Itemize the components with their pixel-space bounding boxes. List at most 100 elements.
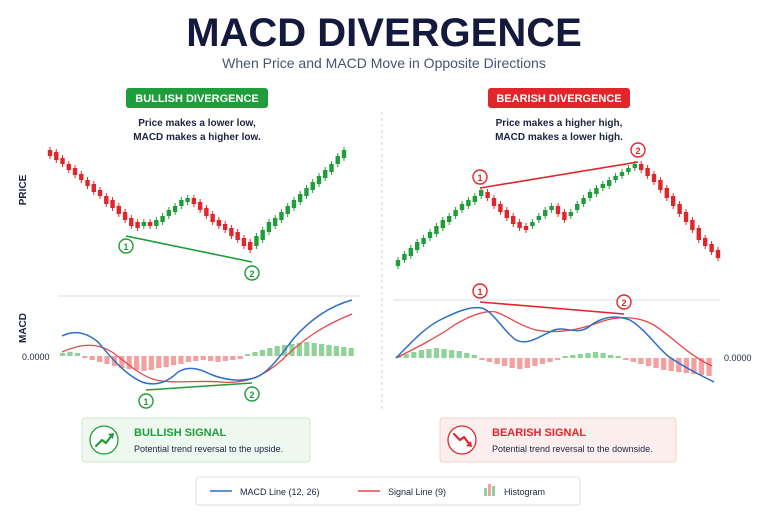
bullish-signal-text: Potential trend reversal to the upside. — [134, 444, 283, 454]
legend-histogram-label: Histogram — [504, 487, 545, 497]
bearish-histogram-bar — [532, 358, 538, 366]
svg-text:1: 1 — [143, 397, 148, 407]
bullish-histogram-bar — [193, 356, 199, 361]
bearish-candle — [517, 222, 522, 228]
bearish-histogram-bar — [411, 352, 417, 358]
bearish-histogram — [396, 348, 712, 376]
bullish-candle — [54, 152, 59, 160]
bullish-candle — [85, 180, 90, 186]
bearish-macd-divergence-line — [479, 301, 625, 315]
bullish-histogram-bar — [341, 347, 347, 356]
bearish-candle — [607, 180, 612, 186]
bearish-candle — [568, 212, 573, 216]
bullish-macd-marker-1: 1 — [138, 393, 154, 409]
bearish-candle — [632, 164, 637, 168]
bearish-candle — [677, 204, 682, 214]
bullish-candle — [279, 212, 284, 220]
bullish-price-marker-2: 2 — [244, 265, 260, 281]
bearish-candle — [434, 226, 439, 234]
bearish-candle — [613, 176, 618, 180]
bullish-candle — [229, 228, 234, 236]
bearish-candle — [440, 220, 445, 228]
bullish-histogram-bar — [215, 356, 221, 362]
bullish-candle — [166, 210, 172, 216]
bearish-macd-marker-2: 2 — [616, 294, 632, 310]
bullish-candle — [160, 216, 165, 222]
bearish-candle — [587, 192, 593, 198]
bearish-signal-line — [395, 310, 713, 367]
bullish-histogram-bar — [171, 356, 177, 365]
bearish-histogram-bar — [615, 356, 621, 358]
page-subtitle: When Price and MACD Move in Opposite Dir… — [222, 55, 546, 71]
bearish-candle — [639, 164, 644, 170]
bearish-candle — [626, 168, 631, 172]
bearish-price-candles — [395, 161, 721, 269]
bearish-histogram-bar — [638, 358, 644, 364]
bullish-histogram-bar — [304, 342, 310, 356]
bullish-candle — [72, 168, 78, 175]
bullish-histogram-bar — [274, 346, 280, 356]
bullish-candle — [197, 202, 203, 210]
bullish-macd-divergence-line — [145, 382, 253, 391]
bullish-histogram-bar — [104, 356, 110, 364]
bullish-candle — [272, 218, 278, 226]
bullish-candle — [116, 206, 122, 214]
bearish-candle — [619, 172, 625, 176]
bearish-histogram-bar — [471, 355, 478, 358]
bearish-candle — [543, 210, 548, 216]
bullish-signal-title: BULLISH SIGNAL — [134, 427, 227, 439]
bullish-histogram-bar — [178, 356, 184, 364]
svg-text:2: 2 — [635, 146, 640, 156]
svg-text:2: 2 — [249, 269, 254, 279]
bearish-candle — [402, 254, 407, 260]
bearish-candle — [562, 212, 567, 220]
bearish-candle — [709, 244, 714, 252]
bullish-histogram — [60, 342, 354, 371]
bullish-histogram-bar — [89, 356, 95, 360]
bearish-candle — [523, 226, 529, 230]
bullish-macd-line — [61, 299, 353, 385]
bullish-price-candles — [47, 147, 347, 253]
left-zero-label: 0.0000 — [22, 352, 50, 362]
svg-text:1: 1 — [123, 242, 128, 252]
bearish-histogram-bar — [502, 358, 508, 366]
bullish-signal-icon-circle — [89, 425, 119, 455]
bearish-histogram-bar — [577, 354, 584, 358]
bearish-histogram-bar — [547, 358, 553, 362]
bullish-candle — [110, 200, 115, 208]
bearish-histogram-bar — [524, 358, 531, 368]
bearish-candle — [511, 216, 516, 224]
legend-signal-label: Signal Line (9) — [388, 487, 446, 497]
bullish-candle — [247, 242, 253, 250]
bullish-histogram-bar — [252, 352, 258, 356]
bearish-candle — [581, 198, 586, 204]
bearish-macd-marker-1: 1 — [472, 283, 488, 299]
legend-histogram-swatch — [484, 484, 495, 496]
bullish-candle — [135, 222, 140, 228]
svg-text:1: 1 — [477, 287, 482, 297]
bearish-price-divergence-line — [479, 161, 639, 189]
bearish-candle — [690, 220, 695, 230]
page-title: MACD DIVERGENCE — [186, 11, 582, 55]
bullish-histogram-bar — [230, 356, 236, 360]
bullish-histogram-bar — [126, 356, 132, 369]
bullish-candle — [60, 158, 65, 164]
bullish-candle — [179, 200, 184, 206]
bearish-candle — [427, 232, 433, 238]
bearish-desc-line2: MACD makes a lower high. — [495, 132, 623, 143]
bullish-histogram-bar — [296, 343, 302, 356]
bearish-candle — [498, 204, 503, 212]
bullish-signal-card — [81, 417, 311, 463]
bearish-histogram-bar — [691, 358, 697, 374]
bullish-candle — [329, 164, 334, 172]
legend-macd-label: MACD Line (12, 26) — [240, 487, 320, 497]
bullish-desc-line1: Price makes a lower low, — [138, 118, 256, 129]
bearish-histogram-bar — [486, 358, 493, 362]
trend-up-arrow-icon — [94, 433, 114, 448]
bullish-histogram-bar — [326, 345, 332, 356]
bearish-desc-line1: Price makes a higher high, — [496, 118, 623, 129]
bullish-candle — [298, 194, 303, 202]
bearish-histogram-bar — [698, 358, 705, 375]
bearish-candle — [651, 174, 657, 182]
bullish-candle — [141, 222, 147, 226]
